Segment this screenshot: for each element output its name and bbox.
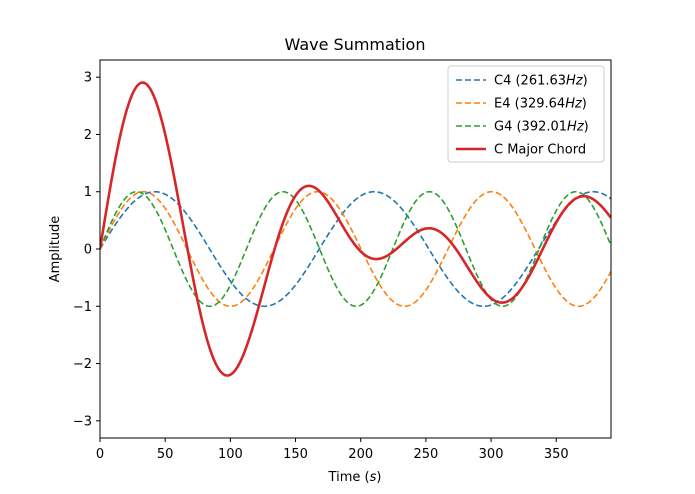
x-tick-label: 300: [479, 447, 504, 462]
x-tick-label: 200: [348, 447, 373, 462]
y-axis-ticks: −3 −2 −1 0 1 2 3: [73, 71, 100, 429]
y-tick-label: 3: [84, 71, 92, 86]
legend-label: C Major Chord: [494, 143, 586, 158]
series-line-c-major-chord: [100, 81, 611, 377]
x-tick-label: 50: [157, 447, 174, 462]
y-axis-label: Amplitude: [48, 216, 63, 283]
plot-curves: [100, 81, 611, 377]
legend-box: [447, 65, 605, 163]
y-tick-label: −2: [73, 357, 92, 372]
legend-label: C4 (261.63Hz): [494, 74, 588, 89]
y-tick-label: 2: [84, 128, 92, 143]
series-line-g4: [100, 190, 611, 308]
x-tick-label: 100: [218, 447, 243, 462]
series-line-e4: [100, 190, 611, 308]
x-tick-label: 0: [96, 447, 104, 462]
series-line-c4: [100, 190, 611, 308]
x-tick-label: 250: [413, 447, 438, 462]
y-tick-label: 0: [84, 243, 92, 258]
legend-label: G4 (392.01Hz): [494, 120, 589, 135]
x-tick-label: 150: [283, 447, 308, 462]
chart-title: Wave Summation: [285, 35, 426, 54]
y-tick-label: −1: [73, 300, 92, 315]
x-tick-label: 350: [544, 447, 569, 462]
y-tick-label: 1: [84, 185, 92, 200]
legend-label: E4 (329.64Hz): [494, 97, 587, 112]
x-axis-label: Time (s): [328, 470, 382, 485]
y-tick-label: −3: [73, 414, 92, 429]
legend: C4 (261.63Hz) E4 (329.64Hz) G4 (392.01Hz) C…: [447, 65, 605, 163]
x-axis-ticks: 0 50 100 150 200 250 300 350: [96, 438, 569, 462]
